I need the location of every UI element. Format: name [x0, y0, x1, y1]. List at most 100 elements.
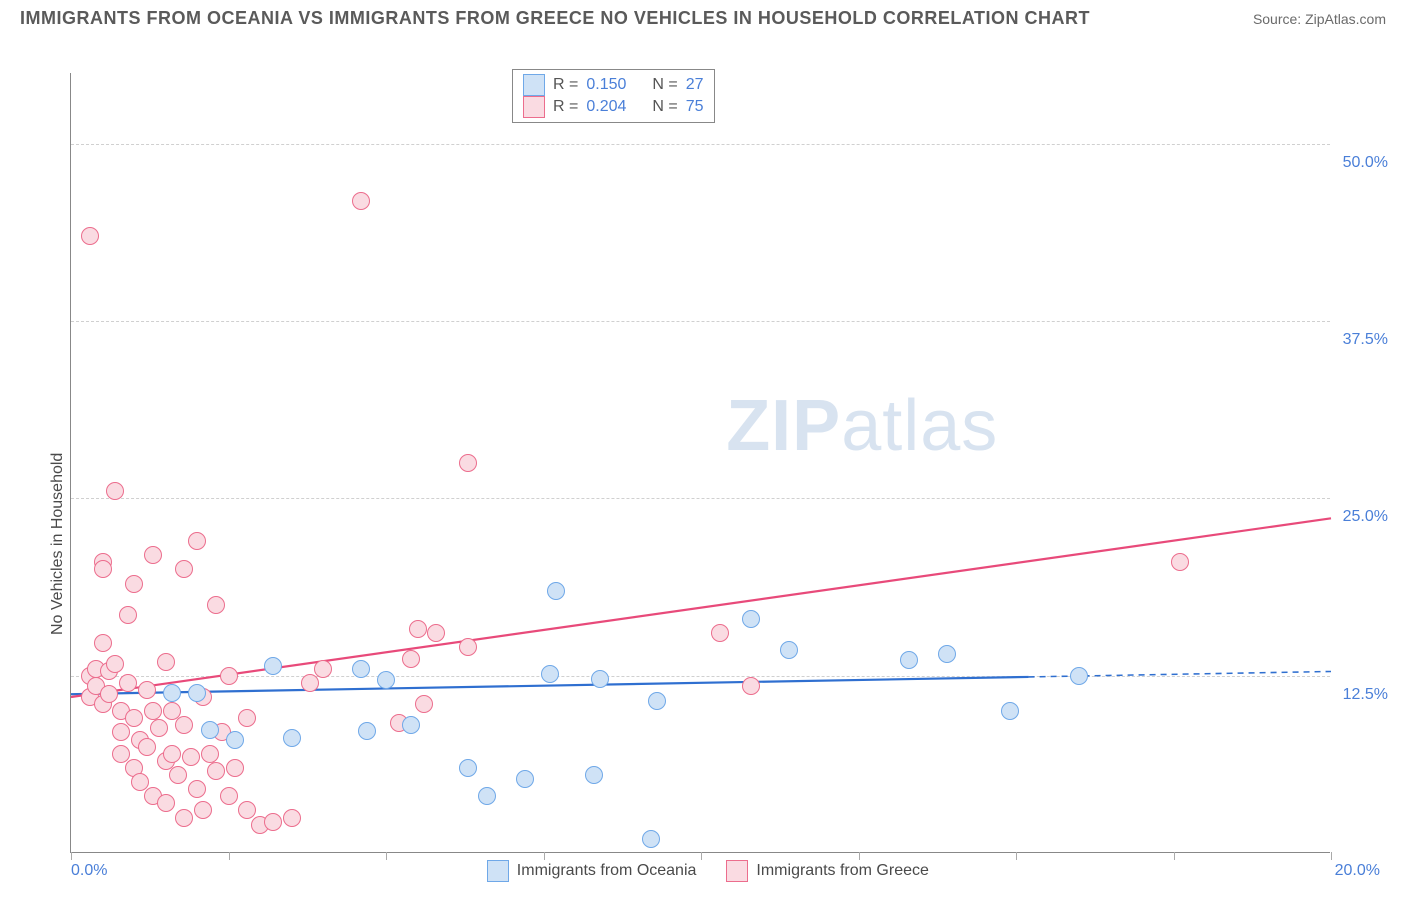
data-point	[409, 620, 427, 638]
data-point	[238, 709, 256, 727]
x-tick	[1174, 852, 1175, 860]
data-point	[175, 716, 193, 734]
data-point	[188, 780, 206, 798]
data-point	[119, 674, 137, 692]
data-point	[415, 695, 433, 713]
trend-lines	[71, 73, 1330, 852]
data-point	[188, 532, 206, 550]
data-point	[585, 766, 603, 784]
data-point	[194, 801, 212, 819]
legend-row: R = 0.150N = 27	[523, 74, 704, 96]
legend-swatch	[523, 96, 545, 118]
data-point	[1171, 553, 1189, 571]
x-tick	[859, 852, 860, 860]
data-point	[541, 665, 559, 683]
data-point	[207, 762, 225, 780]
data-point	[100, 685, 118, 703]
data-point	[144, 546, 162, 564]
chart-header: IMMIGRANTS FROM OCEANIA VS IMMIGRANTS FR…	[0, 0, 1406, 33]
data-point	[780, 641, 798, 659]
data-point	[157, 794, 175, 812]
data-point	[207, 596, 225, 614]
data-point	[516, 770, 534, 788]
y-tick-label: 12.5%	[1343, 686, 1388, 704]
data-point	[352, 660, 370, 678]
data-point	[352, 192, 370, 210]
data-point	[81, 227, 99, 245]
series-legend: Immigrants from Oceania Immigrants from G…	[487, 860, 929, 882]
x-tick	[229, 852, 230, 860]
data-point	[201, 745, 219, 763]
data-point	[711, 624, 729, 642]
data-point	[377, 671, 395, 689]
data-point	[358, 722, 376, 740]
data-point	[642, 830, 660, 848]
y-tick-label: 37.5%	[1343, 331, 1388, 349]
data-point	[742, 677, 760, 695]
x-tick	[1331, 852, 1332, 860]
data-point	[94, 634, 112, 652]
data-point	[138, 681, 156, 699]
data-point	[175, 560, 193, 578]
data-point	[314, 660, 332, 678]
data-point	[163, 745, 181, 763]
data-point	[94, 560, 112, 578]
data-point	[157, 653, 175, 671]
data-point	[106, 482, 124, 500]
data-point	[264, 657, 282, 675]
data-point	[226, 759, 244, 777]
chart-title: IMMIGRANTS FROM OCEANIA VS IMMIGRANTS FR…	[20, 8, 1090, 29]
data-point	[402, 650, 420, 668]
legend-item: Immigrants from Greece	[726, 860, 928, 882]
data-point	[478, 787, 496, 805]
data-point	[427, 624, 445, 642]
x-tick	[386, 852, 387, 860]
y-tick-label: 25.0%	[1343, 508, 1388, 526]
data-point	[138, 738, 156, 756]
legend-swatch	[523, 74, 545, 96]
x-tick	[1016, 852, 1017, 860]
source-attribution: Source: ZipAtlas.com	[1253, 11, 1386, 27]
x-tick	[701, 852, 702, 860]
data-point	[402, 716, 420, 734]
legend-item: Immigrants from Oceania	[487, 860, 697, 882]
data-point	[900, 651, 918, 669]
data-point	[648, 692, 666, 710]
data-point	[150, 719, 168, 737]
plot-area: 12.5%25.0%37.5%50.0%0.0%20.0%No Vehicles…	[70, 73, 1330, 853]
data-point	[226, 731, 244, 749]
data-point	[220, 787, 238, 805]
data-point	[547, 582, 565, 600]
y-axis-label: No Vehicles in Household	[49, 452, 67, 634]
x-min-label: 0.0%	[71, 862, 107, 880]
correlation-legend: R = 0.150N = 27R = 0.204N = 75	[512, 69, 715, 123]
data-point	[201, 721, 219, 739]
data-point	[301, 674, 319, 692]
data-point	[119, 606, 137, 624]
data-point	[742, 610, 760, 628]
data-point	[125, 709, 143, 727]
data-point	[125, 575, 143, 593]
data-point	[163, 684, 181, 702]
data-point	[188, 684, 206, 702]
x-tick	[71, 852, 72, 860]
data-point	[283, 729, 301, 747]
data-point	[175, 809, 193, 827]
data-point	[938, 645, 956, 663]
data-point	[106, 655, 124, 673]
y-tick-label: 50.0%	[1343, 154, 1388, 172]
data-point	[459, 454, 477, 472]
data-point	[169, 766, 187, 784]
data-point	[112, 723, 130, 741]
data-point	[591, 670, 609, 688]
data-point	[264, 813, 282, 831]
data-point	[283, 809, 301, 827]
legend-row: R = 0.204N = 75	[523, 96, 704, 118]
data-point	[182, 748, 200, 766]
legend-swatch	[487, 860, 509, 882]
data-point	[1001, 702, 1019, 720]
data-point	[459, 759, 477, 777]
correlation-chart: 12.5%25.0%37.5%50.0%0.0%20.0%No Vehicles…	[20, 33, 1386, 903]
x-tick	[544, 852, 545, 860]
data-point	[459, 638, 477, 656]
